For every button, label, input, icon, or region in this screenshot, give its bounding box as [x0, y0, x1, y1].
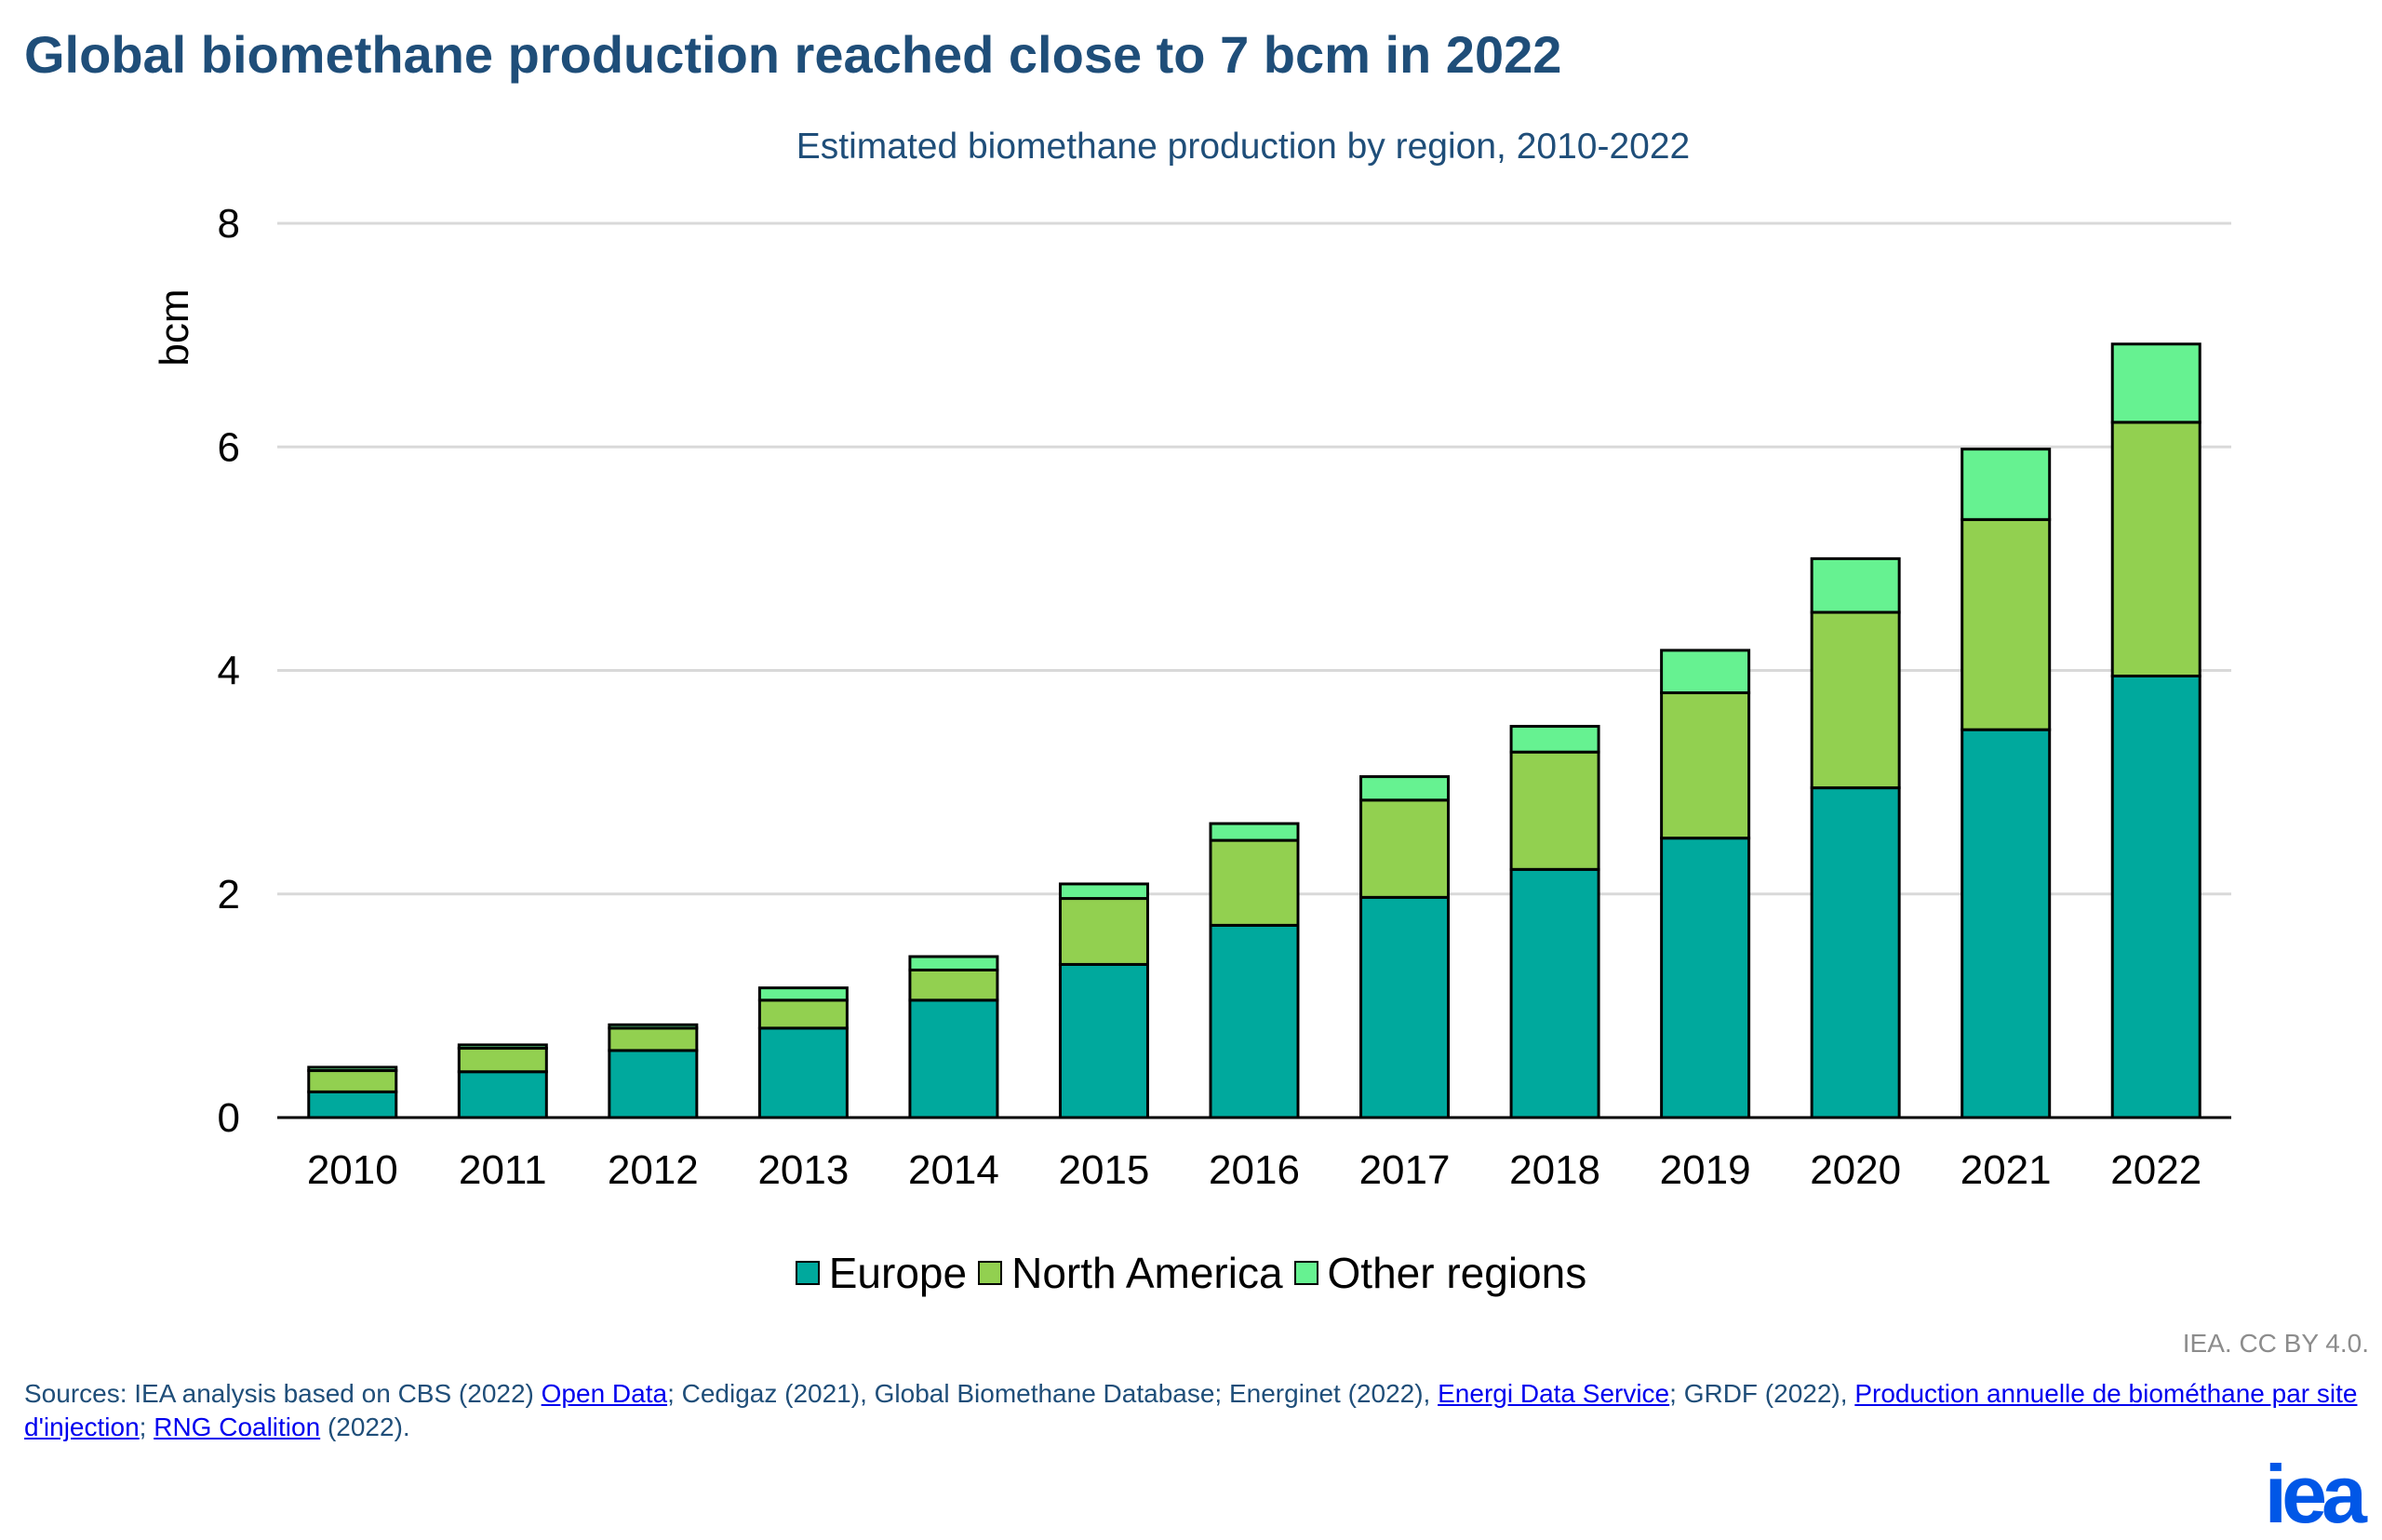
iea-logo: iea	[2264, 1448, 2367, 1540]
x-tick-label: 2010	[307, 1147, 398, 1193]
x-tick-label: 2015	[1059, 1147, 1150, 1193]
bar-north-america-2014	[908, 968, 999, 1002]
bar-other-regions-2018	[1509, 725, 1600, 754]
source-text: (2022).	[320, 1413, 410, 1441]
x-axis-ticks: 2010 2011 2012 2013 2014 2015 2016 2017 2018 2019…	[307, 1147, 2201, 1193]
bar-other-regions-2010	[307, 1065, 398, 1073]
bar-europe-2014	[908, 998, 999, 1119]
legend-swatch	[978, 1261, 1003, 1285]
bar-other-regions-2015	[1058, 882, 1149, 901]
legend-item-north-america: North America	[978, 1248, 1283, 1298]
x-tick-label: 2020	[1810, 1147, 1901, 1193]
x-tick-label: 2022	[2110, 1147, 2201, 1193]
legend-swatch	[795, 1261, 820, 1285]
bar-europe-2021	[1960, 728, 2052, 1119]
bar-europe-2010	[307, 1090, 398, 1119]
legend-label: Other regions	[1327, 1249, 1587, 1297]
gridlines	[277, 221, 2231, 896]
x-tick-label: 2014	[908, 1147, 999, 1193]
bar-europe-2016	[1209, 923, 1300, 1119]
bar-other-regions-2016	[1209, 822, 1300, 842]
bar-europe-2018	[1509, 867, 1600, 1119]
bar-north-america-2021	[1960, 517, 2052, 731]
bar-north-america-2012	[608, 1026, 699, 1052]
bar-other-regions-2022	[2110, 342, 2201, 424]
bar-north-america-2011	[457, 1047, 548, 1074]
source-text: Sources: IEA analysis based on CBS (2022…	[24, 1379, 542, 1408]
bar-europe-2015	[1058, 962, 1149, 1119]
y-axis-label: bcm	[152, 288, 197, 366]
x-tick-label: 2021	[1960, 1147, 2052, 1193]
source-link[interactable]: Production annuelle de biométhane par si…	[24, 1379, 2358, 1441]
legend-item-other-regions: Other regions	[1293, 1248, 1587, 1298]
y-tick-label: 6	[218, 424, 240, 470]
y-axis-ticks: 0 2 4 6 8	[218, 201, 240, 1141]
x-tick-label: 2019	[1660, 1147, 1751, 1193]
source-link[interactable]: Energi Data Service	[1438, 1379, 1670, 1408]
y-tick-label: 0	[218, 1095, 240, 1141]
x-tick-label: 2017	[1359, 1147, 1451, 1193]
bar-other-regions-2012	[608, 1023, 699, 1030]
license-credit: IEA. CC BY 4.0.	[2182, 1329, 2369, 1358]
source-link[interactable]: Open Data	[541, 1379, 668, 1408]
bar-other-regions-2020	[1810, 556, 1901, 614]
y-tick-label: 4	[218, 649, 240, 694]
bar-north-america-2018	[1509, 750, 1600, 871]
bars	[307, 342, 2201, 1119]
bar-other-regions-2021	[1960, 448, 2052, 521]
legend-label: Europe	[828, 1249, 968, 1297]
bar-other-regions-2019	[1660, 649, 1751, 695]
bar-north-america-2020	[1810, 610, 1901, 790]
bar-europe-2013	[757, 1026, 849, 1119]
bar-europe-2012	[608, 1049, 699, 1119]
bar-north-america-2016	[1209, 838, 1300, 927]
source-link[interactable]: RNG Coalition	[154, 1413, 321, 1441]
chart-subtitle: Estimated biomethane production by regio…	[796, 127, 1691, 167]
bar-europe-2020	[1810, 786, 1901, 1119]
legend-swatch	[1293, 1261, 1318, 1285]
bar-north-america-2017	[1359, 798, 1451, 899]
bar-other-regions-2011	[457, 1043, 548, 1051]
legend: Europe North America Other regions	[0, 1245, 2382, 1298]
bar-other-regions-2014	[908, 955, 999, 971]
x-tick-label: 2012	[608, 1147, 699, 1193]
bar-north-america-2013	[757, 998, 849, 1030]
x-tick-label: 2011	[459, 1147, 547, 1193]
bar-europe-2011	[457, 1070, 548, 1119]
bar-europe-2019	[1660, 837, 1751, 1119]
x-tick-label: 2018	[1509, 1147, 1600, 1193]
bar-other-regions-2013	[757, 986, 849, 1002]
bar-north-america-2015	[1058, 897, 1149, 966]
y-tick-label: 8	[218, 201, 240, 247]
bar-north-america-2019	[1660, 691, 1751, 840]
x-tick-label: 2013	[757, 1147, 849, 1193]
sources-note: Sources: IEA analysis based on CBS (2022…	[24, 1377, 2360, 1444]
legend-item-europe: Europe	[795, 1248, 968, 1298]
source-text: ; Cedigaz (2021), Global Biomethane Data…	[667, 1379, 1439, 1408]
page-title: Global biomethane production reached clo…	[24, 25, 1562, 84]
bar-north-america-2010	[307, 1069, 398, 1093]
bar-other-regions-2017	[1359, 775, 1451, 802]
x-tick-label: 2016	[1209, 1147, 1300, 1193]
y-tick-label: 2	[218, 872, 240, 917]
source-text: ; GRDF (2022),	[1669, 1379, 1855, 1408]
bar-europe-2022	[2110, 675, 2201, 1119]
legend-label: North America	[1011, 1249, 1283, 1297]
source-text: ;	[139, 1413, 154, 1441]
bar-north-america-2022	[2110, 421, 2201, 678]
bar-europe-2017	[1359, 895, 1451, 1119]
